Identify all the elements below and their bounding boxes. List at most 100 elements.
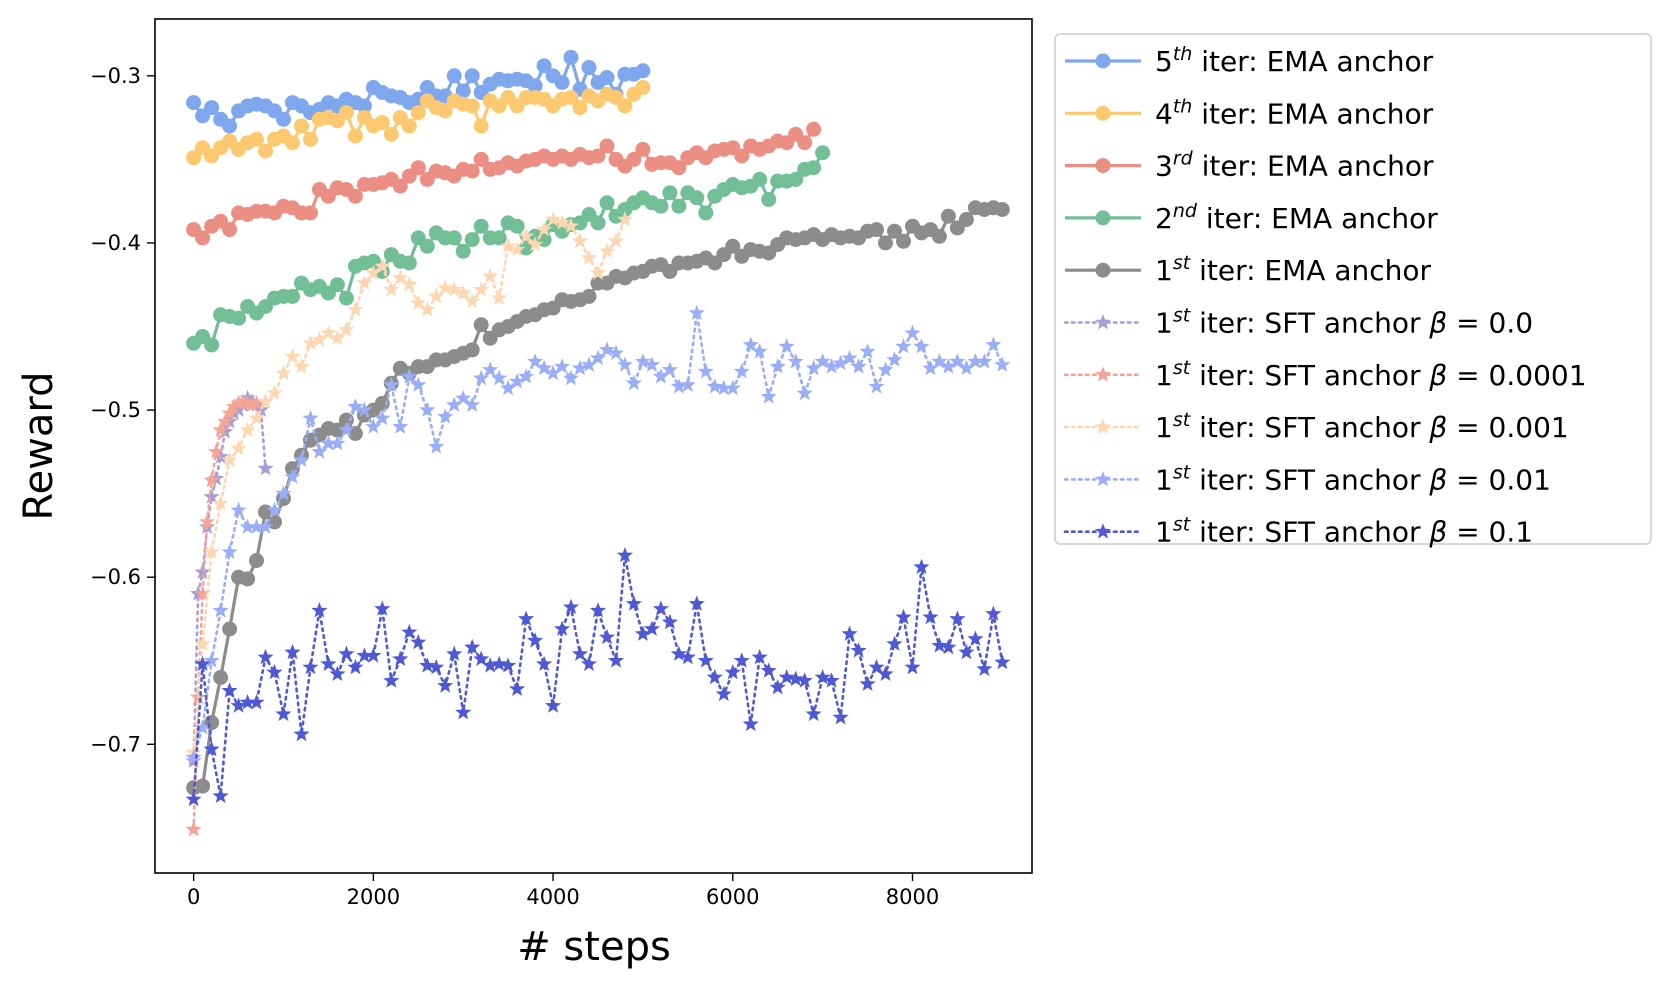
data-point [221, 543, 238, 559]
data-point [670, 645, 687, 661]
data-point [248, 394, 265, 411]
data-point [715, 685, 732, 702]
data-point [203, 652, 220, 668]
data-point [302, 334, 319, 351]
data-point [571, 232, 589, 249]
data-point [572, 100, 588, 116]
data-point [580, 249, 598, 265]
data-point [455, 284, 472, 300]
data-point [958, 212, 974, 227]
data-point [500, 657, 517, 673]
data-point [329, 329, 346, 346]
data-point [940, 638, 957, 655]
data-point [221, 682, 238, 698]
data-point [581, 288, 597, 304]
data-point [266, 384, 283, 401]
data-point [589, 602, 607, 618]
data-point [212, 787, 229, 803]
y-tick-label: −0.5 [90, 398, 141, 422]
data-point [724, 664, 741, 680]
data-point [338, 321, 355, 337]
data-point [473, 369, 490, 386]
data-point [240, 571, 256, 587]
data-point [635, 63, 651, 79]
data-point [383, 281, 400, 297]
data-point [931, 228, 947, 244]
data-point [204, 337, 220, 353]
data-point [536, 58, 552, 74]
data-point [185, 791, 202, 807]
data-point [230, 697, 247, 713]
data-point [598, 341, 616, 357]
data-point [563, 49, 579, 65]
data-point [554, 620, 571, 636]
data-point [473, 218, 489, 234]
data-point [715, 379, 732, 396]
y-tick-label: −0.7 [90, 732, 141, 756]
data-point [904, 324, 921, 341]
data-point [473, 281, 490, 297]
legend-marker [1095, 210, 1111, 226]
data-point [886, 635, 903, 651]
data-point [329, 277, 345, 293]
data-point [581, 60, 597, 75]
data-point [616, 356, 633, 372]
data-point [698, 205, 714, 221]
data-point [446, 68, 462, 84]
data-point [527, 353, 544, 369]
data-point [392, 178, 408, 194]
data-point [679, 648, 696, 665]
series-8 [185, 211, 633, 760]
data-point [203, 740, 220, 757]
data-point [293, 451, 310, 468]
data-point [194, 719, 211, 735]
data-point [311, 443, 328, 459]
legend-marker [1095, 105, 1111, 121]
data-point [284, 643, 301, 660]
data-point [285, 135, 300, 151]
data-point [689, 190, 705, 206]
data-point [662, 185, 678, 201]
data-point [285, 288, 300, 304]
data-point [199, 513, 216, 529]
data-point [850, 642, 867, 658]
data-point [706, 669, 723, 685]
data-point [365, 418, 382, 434]
data-point [302, 409, 319, 426]
data-point [473, 118, 489, 134]
data-point [410, 294, 427, 310]
data-point [887, 223, 902, 239]
data-point [742, 715, 759, 732]
data-point [859, 343, 876, 359]
data-point [895, 338, 912, 354]
data-point [212, 448, 229, 464]
data-point [410, 160, 426, 176]
data-point [904, 658, 921, 675]
data-point [455, 389, 472, 406]
data-point [752, 171, 768, 187]
data-point [329, 435, 346, 451]
data-point [652, 600, 669, 616]
data-point [248, 694, 265, 710]
data-point [212, 602, 229, 618]
data-point [940, 208, 956, 224]
data-point [374, 115, 390, 131]
data-point [788, 171, 804, 187]
data-point [671, 198, 687, 214]
data-point [195, 230, 211, 246]
data-point [563, 598, 580, 615]
series-2 [186, 80, 651, 166]
data-point [329, 422, 345, 438]
data-point [949, 353, 966, 369]
data-point [760, 388, 777, 404]
data-point [392, 650, 409, 666]
data-point [284, 468, 301, 484]
data-point [356, 647, 373, 663]
data-point [536, 655, 553, 671]
data-point [589, 349, 607, 366]
data-point [815, 145, 831, 161]
data-point [527, 632, 544, 648]
series-6 [185, 389, 274, 768]
data-point [778, 338, 795, 354]
data-point [266, 501, 283, 518]
